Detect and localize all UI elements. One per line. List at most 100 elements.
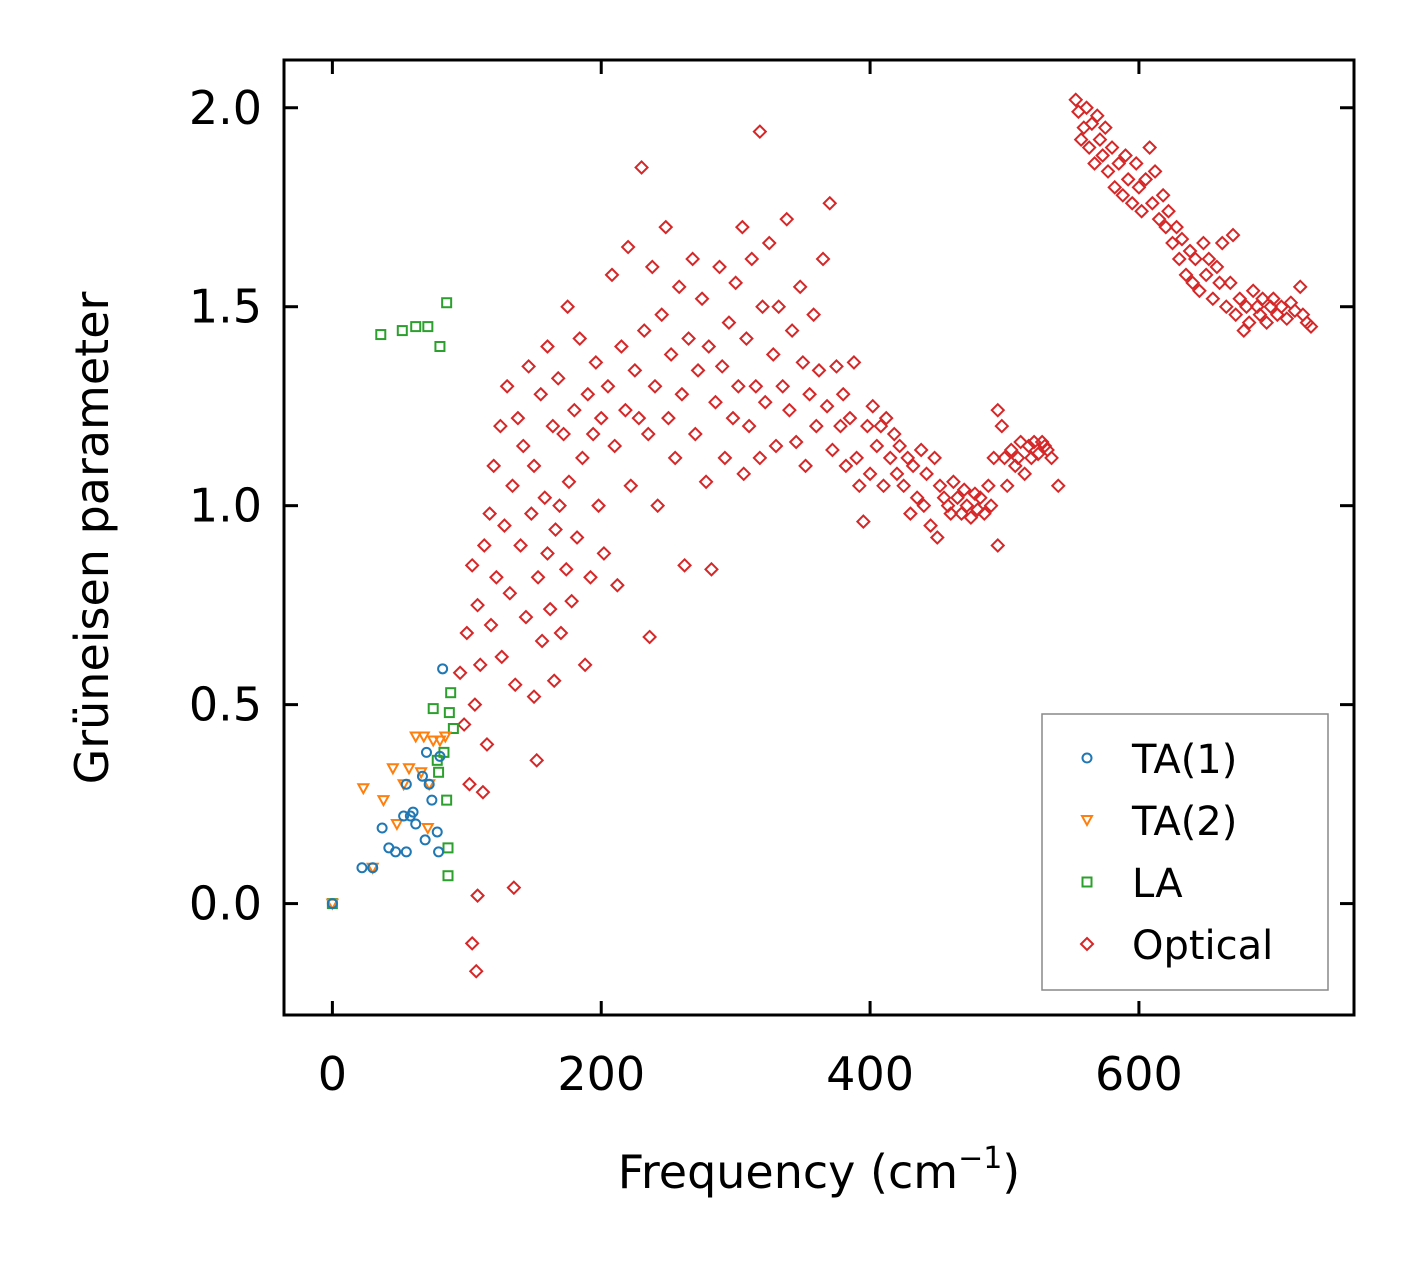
data-point xyxy=(658,219,674,235)
data-point xyxy=(604,267,620,283)
data-point xyxy=(400,846,412,858)
data-point xyxy=(983,498,999,514)
y-tick-label: 1.0 xyxy=(189,479,262,533)
data-point xyxy=(963,510,979,526)
data-point xyxy=(588,355,604,370)
data-point xyxy=(721,315,737,331)
data-point xyxy=(1212,275,1227,291)
data-point xyxy=(534,633,550,649)
data-point xyxy=(1185,275,1201,291)
data-point xyxy=(529,752,545,768)
data-point xyxy=(685,251,701,267)
data-point xyxy=(1265,291,1281,307)
data-point xyxy=(919,466,934,482)
data-point xyxy=(714,358,730,374)
data-point xyxy=(1158,219,1174,235)
data-point xyxy=(375,329,387,341)
data-point xyxy=(674,386,690,402)
data-point xyxy=(1292,279,1308,295)
data-point xyxy=(475,784,491,800)
data-point xyxy=(376,795,391,808)
data-point xyxy=(1187,251,1203,267)
data-point xyxy=(806,307,822,323)
data-point xyxy=(438,731,453,744)
data-point xyxy=(634,160,649,175)
series-optical xyxy=(452,92,1319,979)
data-point xyxy=(585,426,601,442)
data-point xyxy=(1279,311,1295,327)
data-point xyxy=(1218,299,1234,315)
y-tick-label: 2.0 xyxy=(189,81,262,135)
data-point xyxy=(1303,319,1319,335)
data-point xyxy=(647,378,663,394)
data-point xyxy=(356,783,371,796)
data-point xyxy=(1118,148,1133,163)
series-ta-1 xyxy=(326,663,449,910)
data-point xyxy=(1196,235,1211,251)
legend: TA(1) TA(2) LA Optical xyxy=(1041,713,1329,991)
data-point xyxy=(326,898,338,910)
data-point xyxy=(959,498,975,514)
data-point xyxy=(636,323,652,338)
data-point xyxy=(497,518,512,533)
data-point xyxy=(1161,203,1176,219)
x-tick-label: 0 xyxy=(318,1047,347,1101)
data-point xyxy=(1142,140,1158,155)
data-point xyxy=(761,235,777,251)
y-tick-label: 1.5 xyxy=(189,280,262,334)
legend-marker xyxy=(1079,936,1095,952)
data-point xyxy=(613,339,629,354)
data-point xyxy=(1147,164,1163,179)
data-point xyxy=(896,478,912,494)
data-point xyxy=(1115,187,1131,203)
data-point xyxy=(569,530,585,545)
data-point xyxy=(627,362,643,378)
data-point xyxy=(1287,303,1303,319)
data-point xyxy=(642,629,658,645)
data-point xyxy=(788,434,804,450)
data-point xyxy=(782,402,797,418)
data-point xyxy=(1092,132,1108,147)
data-point xyxy=(417,731,431,744)
data-point xyxy=(1245,283,1261,299)
data-point xyxy=(1013,434,1029,450)
data-point xyxy=(878,410,894,426)
data-point xyxy=(467,697,483,713)
data-point xyxy=(929,530,945,545)
data-point xyxy=(1174,231,1190,247)
data-point xyxy=(552,498,567,514)
data-point xyxy=(553,625,569,641)
data-point xyxy=(441,297,453,309)
data-point xyxy=(644,259,660,275)
data-point xyxy=(687,426,703,442)
data-point xyxy=(950,490,965,506)
data-point xyxy=(811,362,827,378)
data-point xyxy=(690,362,706,378)
data-point xyxy=(815,251,831,267)
data-point xyxy=(822,195,838,211)
data-point xyxy=(545,418,561,434)
data-point xyxy=(994,418,1010,434)
data-point xyxy=(1239,299,1254,315)
data-point xyxy=(526,458,542,474)
data-point xyxy=(530,569,546,585)
data-point xyxy=(468,963,484,979)
data-point xyxy=(540,339,555,354)
data-point xyxy=(479,737,495,752)
data-point xyxy=(493,418,508,434)
data-point xyxy=(488,569,504,585)
data-point xyxy=(386,763,400,776)
data-point xyxy=(447,723,459,734)
data-point xyxy=(1201,251,1217,267)
data-point xyxy=(396,325,408,337)
data-point xyxy=(784,323,800,338)
data-point xyxy=(494,649,510,665)
data-point xyxy=(591,498,606,514)
data-point xyxy=(437,663,449,675)
data-point xyxy=(464,935,480,951)
data-point xyxy=(1081,140,1097,155)
data-point xyxy=(433,766,445,778)
data-point xyxy=(1144,195,1160,211)
